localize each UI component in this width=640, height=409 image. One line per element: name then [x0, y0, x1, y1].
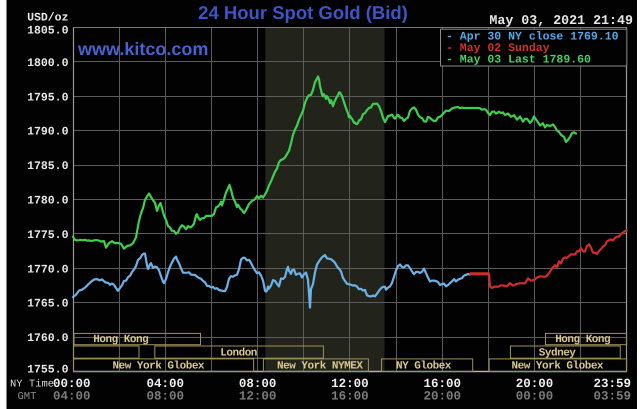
svg-text:00:00: 00:00 [53, 377, 91, 391]
svg-text:1805.0: 1805.0 [27, 25, 69, 38]
svg-text:08:00: 08:00 [239, 377, 277, 391]
svg-text:New York NYMEX: New York NYMEX [277, 360, 363, 372]
svg-text:USD/oz: USD/oz [27, 12, 69, 25]
svg-text:1795.0: 1795.0 [27, 91, 69, 104]
svg-text:00:00: 00:00 [516, 390, 554, 404]
svg-text:New York Globex: New York Globex [113, 360, 205, 372]
svg-text:08:00: 08:00 [147, 390, 185, 404]
svg-text:16:00: 16:00 [423, 377, 461, 391]
svg-text:1790.0: 1790.0 [27, 126, 69, 139]
svg-text:20:00: 20:00 [423, 390, 461, 404]
svg-text:24 Hour Spot Gold (Bid): 24 Hour Spot Gold (Bid) [198, 2, 408, 23]
svg-text:1780.0: 1780.0 [27, 195, 69, 208]
svg-text:New York Globex: New York Globex [512, 360, 604, 372]
svg-text:Sydney: Sydney [539, 348, 577, 360]
svg-text:12:00: 12:00 [239, 390, 277, 404]
svg-text:16:00: 16:00 [331, 390, 369, 404]
svg-text:Hong Kong: Hong Kong [555, 334, 610, 346]
svg-text:1760.0: 1760.0 [27, 332, 69, 345]
svg-text:Hong Kong: Hong Kong [93, 334, 148, 346]
svg-text:23:59: 23:59 [593, 377, 631, 391]
svg-text:1770.0: 1770.0 [27, 263, 69, 276]
svg-text:1785.0: 1785.0 [27, 160, 69, 173]
svg-text:- May 03 Last 1789.60: - May 03 Last 1789.60 [446, 54, 591, 67]
svg-text:1800.0: 1800.0 [27, 57, 69, 70]
svg-text:04:00: 04:00 [53, 390, 91, 404]
svg-text:NY Globex: NY Globex [396, 360, 452, 372]
svg-text:- May 02 Sunday: - May 02 Sunday [446, 42, 550, 55]
svg-text:www.kitco.com: www.kitco.com [77, 39, 208, 59]
svg-text:GMT: GMT [18, 391, 37, 403]
svg-text:1765.0: 1765.0 [27, 298, 69, 311]
svg-text:1755.0: 1755.0 [27, 364, 69, 377]
svg-text:20:00: 20:00 [516, 377, 554, 391]
svg-text:May 03, 2021 21:49: May 03, 2021 21:49 [489, 13, 633, 28]
svg-text:NY Time: NY Time [10, 379, 54, 391]
svg-text:12:00: 12:00 [331, 377, 369, 391]
svg-text:03:59: 03:59 [593, 390, 631, 404]
svg-text:London: London [220, 348, 257, 360]
svg-text:04:00: 04:00 [147, 377, 185, 391]
svg-text:- Apr 30 NY close 1769.10: - Apr 30 NY close 1769.10 [446, 31, 619, 44]
svg-text:1775.0: 1775.0 [27, 229, 69, 242]
